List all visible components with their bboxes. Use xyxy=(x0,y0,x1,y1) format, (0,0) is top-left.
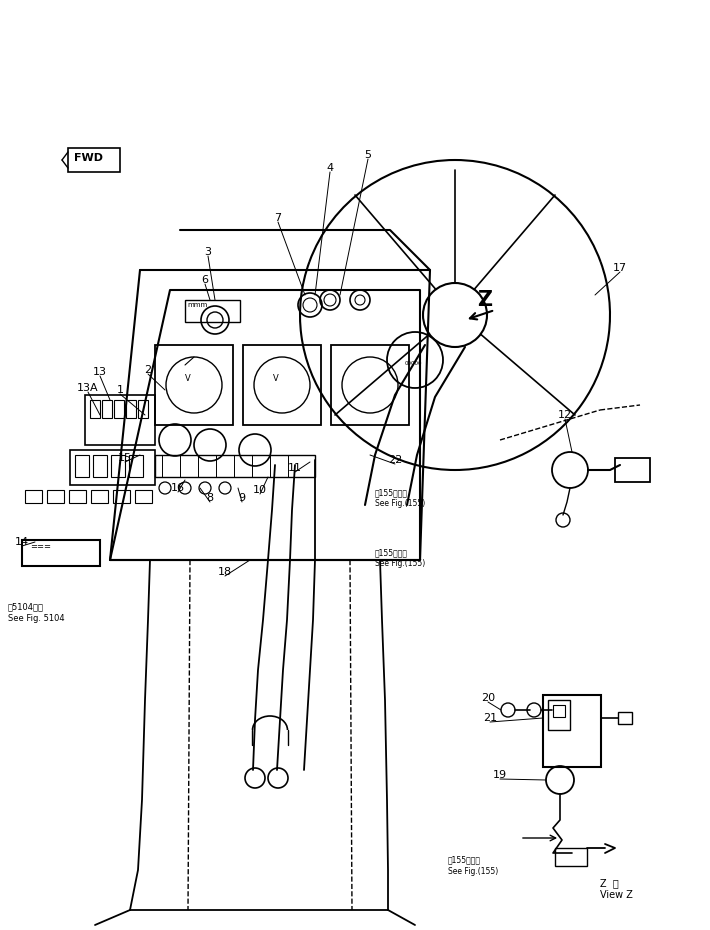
Text: See Fig. 5104: See Fig. 5104 xyxy=(8,614,65,623)
Text: 12: 12 xyxy=(558,410,572,420)
Bar xyxy=(114,400,124,418)
Text: V: V xyxy=(273,374,279,382)
Text: 围155図参照: 围155図参照 xyxy=(448,855,481,864)
Bar xyxy=(91,490,108,503)
Bar xyxy=(555,848,587,866)
Text: 10: 10 xyxy=(253,485,267,495)
Bar xyxy=(135,490,152,503)
Text: 00000: 00000 xyxy=(405,361,422,365)
Bar xyxy=(90,400,100,418)
Text: ===: === xyxy=(30,542,51,551)
Text: 22: 22 xyxy=(388,455,402,465)
Bar xyxy=(553,705,565,717)
Text: 2: 2 xyxy=(144,365,151,375)
Bar xyxy=(69,490,86,503)
Bar xyxy=(47,490,64,503)
Bar xyxy=(155,345,233,425)
Text: See Fig.(155): See Fig.(155) xyxy=(375,559,425,568)
Bar xyxy=(68,148,120,172)
Text: mmm: mmm xyxy=(187,302,207,308)
Text: Z: Z xyxy=(477,290,493,310)
Text: 5: 5 xyxy=(364,150,371,160)
Bar xyxy=(111,455,125,477)
Text: 8: 8 xyxy=(207,493,214,503)
Text: 7: 7 xyxy=(275,213,282,223)
Text: See Fig.(155): See Fig.(155) xyxy=(448,867,498,876)
Text: V: V xyxy=(185,374,191,382)
Text: See Fig.(155): See Fig.(155) xyxy=(375,499,425,508)
Text: 15: 15 xyxy=(118,453,132,463)
Text: FWD: FWD xyxy=(74,153,103,163)
Bar xyxy=(331,345,409,425)
Bar xyxy=(75,455,89,477)
Text: 9: 9 xyxy=(239,493,246,503)
Text: 围5104参照: 围5104参照 xyxy=(8,602,44,611)
Text: 17: 17 xyxy=(613,263,627,273)
Text: 18: 18 xyxy=(218,567,232,577)
Bar xyxy=(22,540,100,566)
Bar xyxy=(543,695,601,767)
Bar xyxy=(615,458,650,482)
Text: 19: 19 xyxy=(493,770,507,780)
Bar xyxy=(102,400,112,418)
Text: 1: 1 xyxy=(116,385,124,395)
Text: 13: 13 xyxy=(93,367,107,377)
Text: View Z: View Z xyxy=(600,890,633,900)
Bar xyxy=(243,345,321,425)
Bar xyxy=(185,300,240,322)
Text: 3: 3 xyxy=(204,247,212,257)
Bar xyxy=(548,700,570,730)
Text: 13A: 13A xyxy=(77,383,99,393)
Bar xyxy=(113,490,130,503)
Text: 11: 11 xyxy=(288,463,302,473)
Bar xyxy=(129,455,143,477)
Text: 21: 21 xyxy=(483,713,497,723)
Bar xyxy=(25,490,42,503)
Bar xyxy=(138,400,148,418)
Text: 20: 20 xyxy=(481,693,495,703)
Bar xyxy=(93,455,107,477)
Bar xyxy=(126,400,136,418)
Text: 围155図参照: 围155図参照 xyxy=(375,548,408,557)
Text: 围155図参照: 围155図参照 xyxy=(375,488,408,497)
Text: 16: 16 xyxy=(171,483,185,493)
Bar xyxy=(85,395,155,445)
Text: 14: 14 xyxy=(15,537,29,547)
Bar xyxy=(618,712,632,724)
Text: Z  見: Z 見 xyxy=(600,878,618,888)
Bar xyxy=(155,455,315,477)
Bar xyxy=(70,450,155,485)
Text: 4: 4 xyxy=(327,163,334,173)
Text: 6: 6 xyxy=(202,275,209,285)
